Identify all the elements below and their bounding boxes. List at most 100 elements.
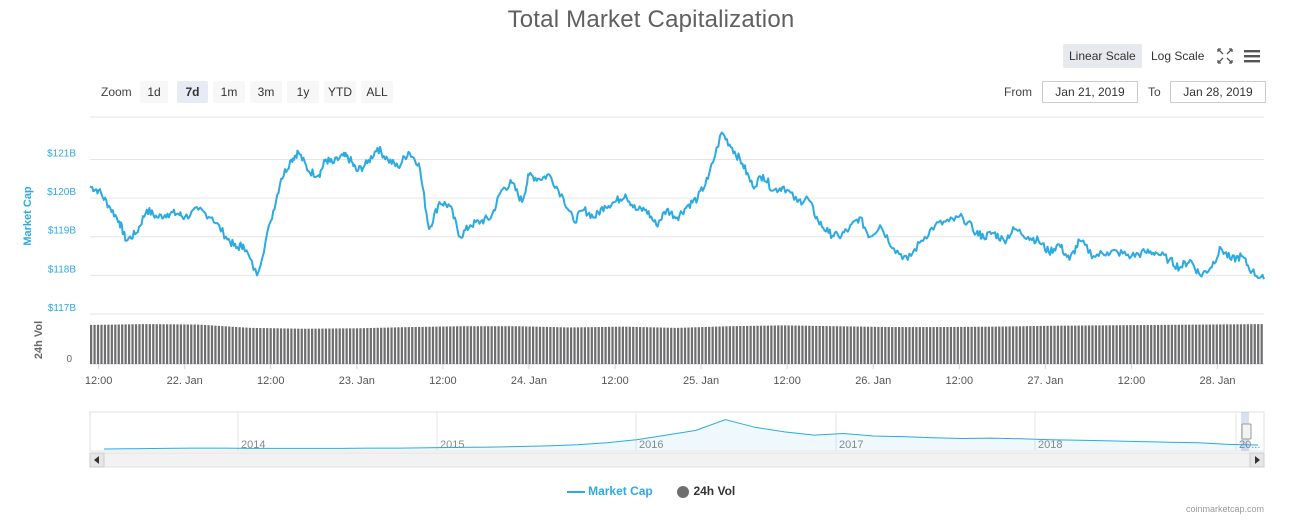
volume-bar [197, 324, 200, 364]
volume-bar [732, 326, 735, 364]
volume-bar [1084, 325, 1087, 364]
volume-bar [452, 326, 455, 364]
volume-bar [649, 327, 652, 364]
zoom-button-7d[interactable]: 7d [177, 81, 208, 103]
x-tick-label: 25. Jan [683, 375, 719, 387]
volume-bar [1229, 324, 1232, 364]
zoom-label: Zoom [101, 85, 132, 99]
volume-bar [1053, 325, 1056, 364]
volume-bar [911, 327, 915, 364]
volume-bar [576, 327, 580, 364]
zoom-button-ytd[interactable]: YTD [324, 81, 356, 103]
volume-bar [835, 326, 839, 364]
navigator-series-line [103, 419, 1259, 450]
legend-item-market-cap[interactable]: Market Cap [566, 484, 653, 498]
volume-bar [766, 325, 770, 364]
linear-scale-button[interactable]: Linear Scale [1063, 44, 1142, 68]
volume-bar [1094, 325, 1098, 364]
volume-bar [438, 326, 441, 364]
volume-bar [210, 325, 214, 364]
volume-bar [645, 327, 649, 364]
market-cap-line [89, 131, 1265, 280]
volume-bar [1101, 325, 1104, 364]
volume-bar [1198, 324, 1201, 364]
volume-bar [711, 326, 714, 364]
volume-bar [749, 325, 752, 364]
volume-bar [1039, 325, 1042, 364]
volume-bar [176, 324, 179, 364]
hamburger-menu-icon[interactable] [1242, 46, 1262, 66]
volume-bar [518, 326, 521, 364]
volume-bar [1112, 325, 1115, 364]
volume-bar [1257, 324, 1260, 364]
y-tick-label: $117B [48, 303, 77, 314]
volume-bar [172, 324, 176, 364]
volume-bar [400, 327, 404, 364]
volume-bar [673, 327, 676, 364]
volume-bar [1143, 325, 1146, 364]
volume-bar [317, 328, 321, 364]
volume-bar [915, 327, 918, 364]
volume-bar [535, 326, 538, 364]
volume-bar [842, 326, 845, 364]
y-axis-label: Market Cap [22, 186, 34, 246]
volume-bar [1226, 324, 1229, 364]
volume-bar [666, 327, 669, 364]
volume-bar [970, 326, 973, 364]
volume-bar [991, 326, 994, 364]
x-tick-label: 12:00 [773, 375, 801, 387]
volume-bar [797, 325, 801, 364]
volume-bar [1022, 326, 1025, 364]
to-date-input[interactable] [1170, 81, 1266, 103]
volume-bar [224, 326, 227, 364]
zoom-button-all[interactable]: ALL [361, 81, 393, 103]
volume-bar [870, 326, 873, 364]
volume-bar [190, 324, 193, 364]
volume-bar [801, 325, 804, 364]
volume-bar [1049, 325, 1053, 364]
credits-link[interactable]: coinmarketcap.com [1185, 504, 1264, 514]
volume-bar [949, 326, 953, 364]
x-tick-label: 12:00 [429, 375, 457, 387]
from-date-input[interactable] [1042, 81, 1138, 103]
volume-bar [759, 325, 763, 364]
volume-bar [946, 327, 949, 364]
volume-bar [200, 324, 203, 364]
volume-bar [152, 324, 155, 364]
volume-bar [794, 325, 797, 364]
legend-label-volume: 24h Vol [693, 484, 736, 498]
zoom-button-1m[interactable]: 1m [213, 81, 245, 103]
volume-bar [1080, 325, 1084, 364]
navigator-tick-label: 2016 [639, 439, 663, 451]
volume-bar [100, 324, 103, 364]
volume-bar [255, 327, 258, 364]
volume-bar [549, 327, 552, 364]
volume-bar [583, 327, 587, 364]
volume-bar [1001, 326, 1004, 364]
volume-bar [887, 327, 890, 364]
volume-bar [853, 326, 856, 364]
zoom-button-1y[interactable]: 1y [287, 81, 319, 103]
navigator-area[interactable] [89, 411, 1265, 452]
zoom-button-1d[interactable]: 1d [140, 81, 168, 103]
navigator-handle[interactable] [1241, 423, 1252, 440]
legend-item-volume[interactable]: 24h Vol [676, 484, 735, 499]
volume-bar [1181, 324, 1184, 364]
volume-bar [670, 327, 673, 364]
volume-bar [1239, 324, 1243, 364]
volume-bar [114, 324, 117, 364]
volume-bar [815, 325, 818, 364]
volume-bar [342, 328, 345, 364]
log-scale-button[interactable]: Log Scale [1151, 49, 1205, 63]
volume-bar [884, 326, 887, 364]
volume-bar [1222, 324, 1225, 364]
volume-bar [248, 327, 252, 364]
navigator-scrollbar[interactable] [89, 452, 1265, 468]
navigator-area-fill [104, 419, 1258, 450]
volume-bar [1067, 325, 1070, 364]
fullscreen-icon[interactable] [1215, 46, 1235, 66]
zoom-button-3m[interactable]: 3m [250, 81, 282, 103]
navigator-tick-label: 2018 [1038, 439, 1062, 451]
volume-bar [735, 326, 738, 364]
volume-bar [642, 327, 645, 364]
